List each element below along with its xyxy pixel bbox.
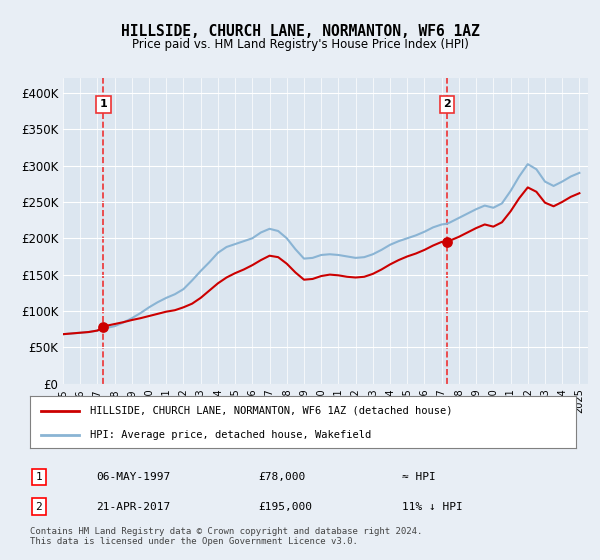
Text: 06-MAY-1997: 06-MAY-1997	[96, 472, 170, 482]
Text: HPI: Average price, detached house, Wakefield: HPI: Average price, detached house, Wake…	[90, 430, 371, 440]
Point	[442, 237, 452, 246]
Text: £78,000: £78,000	[258, 472, 305, 482]
Text: 11% ↓ HPI: 11% ↓ HPI	[402, 502, 463, 512]
Text: ≈ HPI: ≈ HPI	[402, 472, 436, 482]
Text: 2: 2	[443, 99, 451, 109]
Text: £195,000: £195,000	[258, 502, 312, 512]
Text: 2: 2	[35, 502, 43, 512]
Text: HILLSIDE, CHURCH LANE, NORMANTON, WF6 1AZ (detached house): HILLSIDE, CHURCH LANE, NORMANTON, WF6 1A…	[90, 406, 452, 416]
Text: Contains HM Land Registry data © Crown copyright and database right 2024.
This d: Contains HM Land Registry data © Crown c…	[30, 526, 422, 546]
Text: Price paid vs. HM Land Registry's House Price Index (HPI): Price paid vs. HM Land Registry's House …	[131, 38, 469, 51]
Text: 1: 1	[100, 99, 107, 109]
Text: 21-APR-2017: 21-APR-2017	[96, 502, 170, 512]
Point	[98, 323, 108, 332]
Text: HILLSIDE, CHURCH LANE, NORMANTON, WF6 1AZ: HILLSIDE, CHURCH LANE, NORMANTON, WF6 1A…	[121, 24, 479, 39]
Text: 1: 1	[35, 472, 43, 482]
